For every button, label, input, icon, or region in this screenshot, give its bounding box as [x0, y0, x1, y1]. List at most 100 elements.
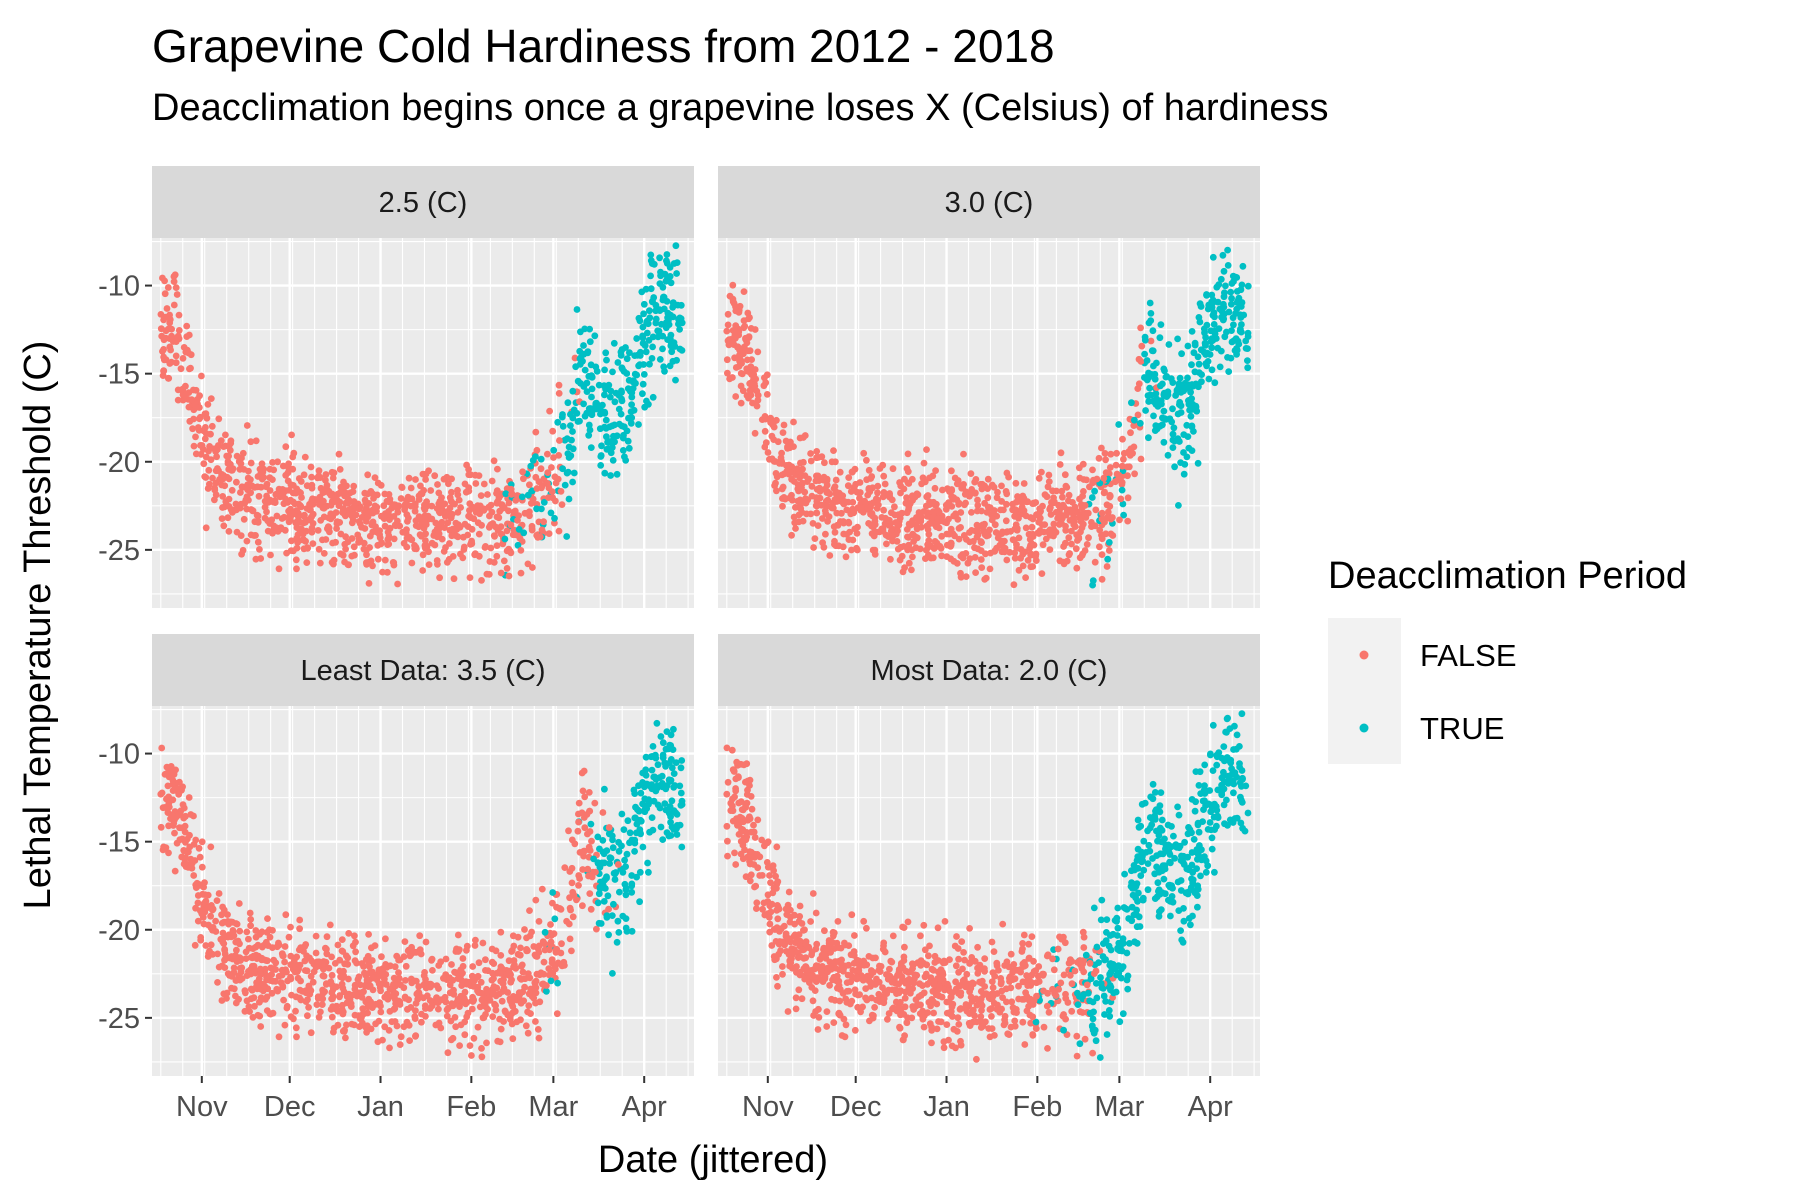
point-false	[1011, 549, 1019, 557]
point-false	[341, 558, 348, 566]
point-false	[365, 931, 372, 938]
point-true	[652, 319, 660, 327]
point-true	[621, 453, 628, 461]
point-false	[1060, 503, 1068, 511]
point-false	[478, 577, 485, 584]
point-false	[197, 936, 205, 944]
point-false	[561, 962, 568, 969]
point-false	[945, 530, 953, 538]
point-false	[534, 945, 542, 952]
point-true	[568, 436, 575, 444]
point-true	[655, 327, 663, 335]
point-false	[901, 943, 908, 951]
point-false	[288, 991, 295, 999]
point-false	[565, 827, 572, 835]
point-true	[587, 361, 595, 369]
point-false	[341, 492, 348, 500]
point-false	[386, 524, 394, 532]
point-false	[1138, 342, 1146, 350]
point-false	[948, 1003, 956, 1011]
point-false	[486, 996, 494, 1004]
point-true	[1225, 368, 1233, 375]
point-false	[1069, 515, 1076, 523]
point-false	[845, 474, 853, 481]
point-false	[962, 573, 970, 580]
point-false	[468, 1005, 476, 1013]
point-false	[509, 1035, 517, 1043]
point-true	[601, 366, 608, 374]
point-false	[986, 526, 993, 534]
point-false	[359, 1005, 367, 1012]
point-false	[778, 485, 786, 493]
point-false	[304, 1012, 311, 1020]
point-false	[834, 918, 842, 925]
point-false	[287, 507, 295, 515]
point-true	[1169, 444, 1177, 451]
point-false	[876, 465, 884, 472]
point-false	[761, 443, 769, 451]
point-false	[1109, 532, 1117, 539]
point-false	[365, 510, 372, 517]
point-true	[1244, 282, 1252, 290]
point-false	[422, 979, 429, 987]
point-false	[496, 1038, 504, 1046]
point-false	[537, 465, 545, 473]
point-true	[1233, 346, 1241, 354]
point-false	[1117, 495, 1125, 503]
point-true	[1167, 912, 1174, 920]
point-true	[659, 283, 667, 291]
point-false	[202, 524, 210, 532]
point-false	[189, 425, 197, 433]
point-false	[497, 1025, 505, 1033]
point-true	[663, 260, 671, 267]
point-false	[875, 501, 882, 509]
point-false	[973, 533, 981, 541]
point-false	[275, 565, 283, 573]
point-false	[869, 523, 877, 531]
point-false	[1119, 435, 1126, 443]
point-false	[510, 1008, 518, 1016]
point-false	[552, 949, 560, 956]
point-true	[1208, 366, 1216, 374]
point-false	[561, 864, 569, 871]
point-true	[1170, 832, 1177, 840]
facet-strip	[718, 166, 1260, 238]
point-false	[477, 978, 485, 986]
point-false	[915, 509, 923, 516]
point-false	[469, 963, 477, 970]
point-true	[585, 431, 593, 439]
point-false	[346, 489, 354, 497]
point-false	[266, 1010, 274, 1018]
point-false	[490, 457, 498, 465]
point-false	[981, 482, 988, 490]
point-false	[392, 522, 400, 530]
point-false	[917, 932, 924, 940]
point-false	[354, 976, 362, 983]
point-true	[648, 355, 656, 362]
point-false	[1062, 522, 1069, 530]
point-false	[548, 488, 556, 495]
point-true	[501, 535, 509, 543]
point-true	[1089, 577, 1097, 584]
point-false	[871, 1004, 878, 1011]
point-false	[1075, 533, 1083, 541]
point-false	[763, 391, 771, 398]
point-false	[242, 989, 249, 997]
point-true	[514, 541, 522, 549]
point-false	[363, 560, 370, 568]
point-false	[350, 543, 358, 551]
point-false	[332, 509, 340, 516]
point-false	[335, 450, 343, 458]
point-true	[584, 349, 592, 357]
point-false	[886, 491, 893, 499]
point-false	[1000, 506, 1007, 514]
point-false	[391, 963, 399, 971]
point-false	[264, 972, 271, 980]
point-false	[792, 525, 799, 532]
point-false	[412, 476, 419, 483]
point-false	[883, 540, 890, 548]
point-true	[608, 912, 616, 919]
point-true	[1160, 407, 1168, 415]
point-false	[908, 475, 916, 483]
point-false	[549, 427, 557, 435]
